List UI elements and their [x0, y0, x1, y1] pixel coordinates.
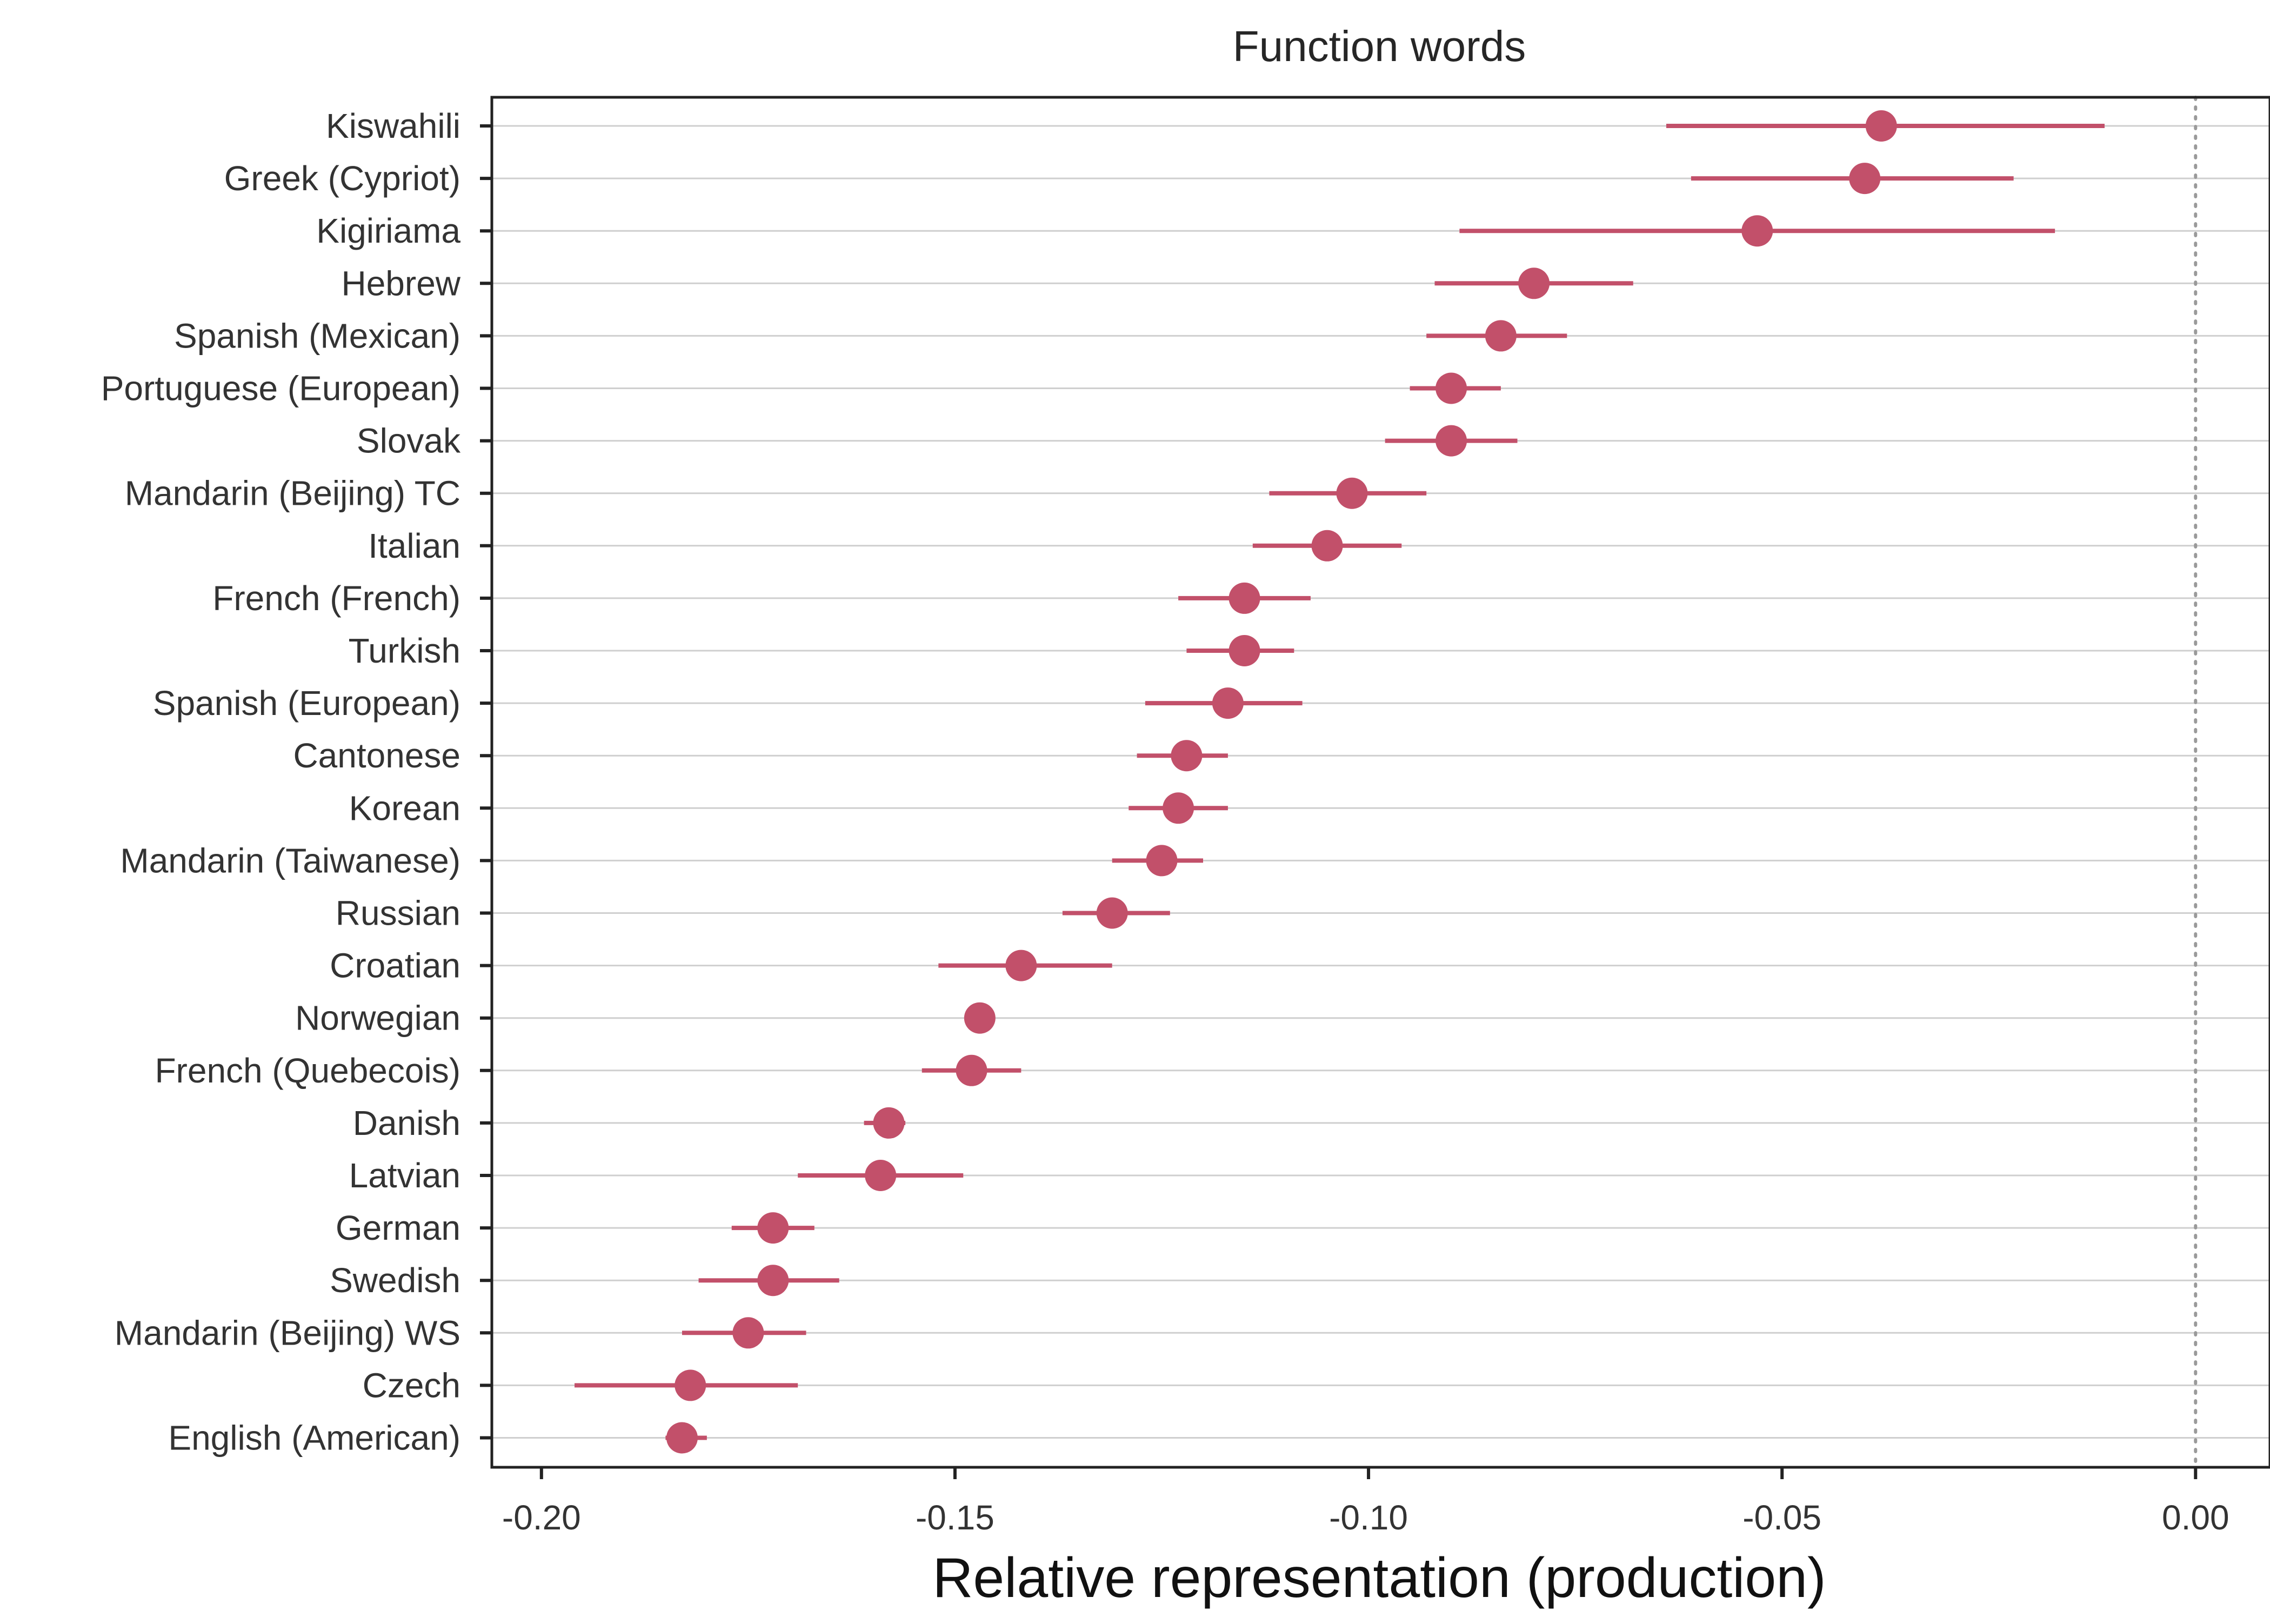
x-tick-label: -0.10: [1329, 1498, 1408, 1537]
data-point: [757, 1212, 789, 1244]
data-point: [865, 1160, 897, 1191]
y-tick-label: Spanish (European): [153, 684, 460, 723]
data-point: [1005, 950, 1037, 981]
data-point: [956, 1054, 987, 1086]
y-tick-label: Spanish (Mexican): [174, 316, 460, 355]
y-tick-label: English (American): [168, 1419, 460, 1458]
y-tick-label: Mandarin (Beijing) TC: [125, 474, 460, 513]
data-point: [1311, 530, 1343, 562]
y-tick-label: French (Quebecois): [155, 1051, 460, 1090]
data-point: [1849, 163, 1881, 195]
data-point: [1146, 845, 1178, 877]
data-point: [1229, 582, 1260, 614]
y-tick-label: Danish: [353, 1104, 460, 1142]
y-tick-label: Turkish: [349, 631, 460, 670]
y-tick-label: German: [336, 1208, 460, 1247]
y-tick-label: Cantonese: [293, 736, 460, 775]
y-tick-label: Korean: [349, 788, 460, 827]
x-axis: -0.20 -0.15 -0.10 -0.05 0.00: [502, 1467, 2229, 1537]
x-tick-label: -0.15: [916, 1498, 994, 1537]
y-tick-label: Hebrew: [341, 264, 460, 303]
data-point: [873, 1107, 905, 1139]
data-point: [1212, 687, 1244, 719]
y-tick-label: Czech: [363, 1366, 460, 1405]
y-tick-label: Kiswahili: [326, 106, 460, 145]
y-tick-label: Italian: [368, 526, 460, 565]
data-point: [1865, 110, 1897, 142]
data-point: [1229, 635, 1260, 666]
data-point: [732, 1317, 764, 1349]
error-bars: [575, 124, 2105, 1440]
y-tick-label: French (French): [212, 579, 460, 618]
y-axis: Kiswahili Greek (Cypriot) Kigiriama Hebrew S…: [101, 106, 492, 1458]
data-point: [1518, 268, 1550, 299]
data-points: [666, 110, 1897, 1454]
chart-title: Function words: [1233, 22, 1526, 70]
data-point: [757, 1265, 789, 1296]
data-point: [1171, 740, 1203, 772]
plot-frame: [490, 96, 2270, 1469]
y-tick-label: Croatian: [330, 946, 460, 985]
data-point: [1741, 215, 1773, 247]
data-point: [1485, 320, 1517, 352]
data-point: [1336, 477, 1368, 509]
y-tick-label: Mandarin (Taiwanese): [120, 841, 460, 880]
y-tick-label: Portuguese (European): [101, 369, 460, 408]
x-tick-label: -0.20: [502, 1498, 581, 1537]
x-axis-title: Relative representation (production): [932, 1547, 1826, 1609]
y-tick-label: Russian: [336, 894, 460, 933]
data-point: [666, 1422, 698, 1454]
y-tick-label: Latvian: [349, 1156, 460, 1195]
y-tick-label: Kigiriama: [316, 211, 460, 250]
data-point: [1436, 372, 1467, 404]
data-point: [675, 1369, 706, 1401]
y-tick-label: Swedish: [330, 1261, 460, 1300]
y-tick-label: Mandarin (Beijing) WS: [115, 1313, 460, 1352]
y-tick-label: Norwegian: [295, 999, 460, 1038]
data-point: [1436, 425, 1467, 457]
y-tick-label: Greek (Cypriot): [224, 159, 460, 198]
x-tick-label: -0.05: [1742, 1498, 1821, 1537]
x-tick-label: 0.00: [2162, 1498, 2229, 1537]
y-tick-label: Slovak: [357, 422, 461, 460]
data-point: [964, 1002, 996, 1034]
grid-lines: [492, 125, 2270, 1439]
data-point: [1163, 792, 1194, 824]
data-point: [1096, 897, 1128, 929]
